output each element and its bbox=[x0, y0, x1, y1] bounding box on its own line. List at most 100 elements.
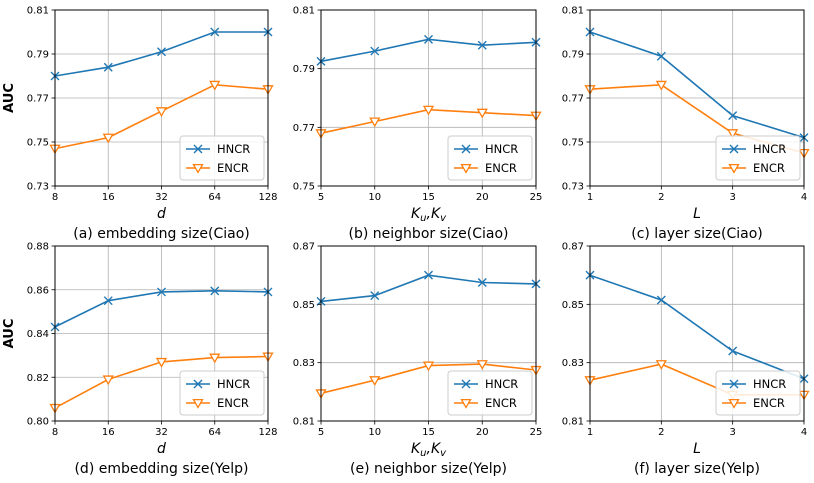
data-point-encr bbox=[369, 376, 381, 386]
y-tick-label: 0.77 bbox=[27, 94, 49, 105]
legend-marker-hncr bbox=[729, 144, 739, 154]
chart-caption: (b) neighbor size(Ciao) bbox=[349, 226, 509, 242]
y-tick-label: 0.85 bbox=[562, 300, 584, 311]
legend-label-hncr: HNCR bbox=[753, 142, 786, 156]
x-tick-label: 128 bbox=[258, 192, 277, 203]
legend-marker-encr bbox=[460, 398, 472, 409]
x-tick-label: 16 bbox=[102, 192, 115, 203]
data-point-encr bbox=[155, 107, 168, 118]
legend-label-hncr: HNCR bbox=[217, 377, 250, 391]
legend-label-encr: ENCR bbox=[753, 396, 785, 410]
data-point-hncr bbox=[370, 291, 380, 301]
x-tick-label: 25 bbox=[530, 192, 543, 203]
data-point-encr bbox=[155, 357, 168, 368]
y-tick-label: 0.84 bbox=[27, 329, 49, 340]
y-tick-label: 0.86 bbox=[27, 285, 49, 296]
legend-label-hncr: HNCR bbox=[485, 142, 518, 156]
legend-label-hncr: HNCR bbox=[217, 142, 250, 156]
y-tick-label: 0.80 bbox=[27, 417, 49, 428]
x-axis-label: Ku,Kv bbox=[411, 441, 447, 459]
x-tick-label: 5 bbox=[318, 427, 324, 438]
x-tick-label: 15 bbox=[422, 427, 435, 438]
chart-panel-3: 1 2 3 4 0.73 0.75 0.77 0.79 0.81 L (c) layer size(… bbox=[562, 6, 810, 242]
legend-marker-encr bbox=[192, 163, 204, 174]
legend: HNCR ENCR bbox=[179, 135, 265, 181]
chart-caption: (c) layer size(Ciao) bbox=[631, 226, 763, 242]
legend-label-hncr: HNCR bbox=[485, 377, 518, 391]
legend-box bbox=[715, 370, 801, 416]
legend-marker-hncr bbox=[461, 144, 471, 154]
x-tick-label: 3 bbox=[729, 192, 735, 203]
data-point-hncr bbox=[477, 277, 487, 287]
x-tick-label: 1 bbox=[587, 192, 593, 203]
y-tick-label: 0.79 bbox=[293, 64, 315, 75]
x-tick-label: 64 bbox=[208, 427, 221, 438]
x-axis-label: L bbox=[693, 206, 701, 222]
x-tick-label: 2 bbox=[658, 427, 664, 438]
data-point-hncr bbox=[157, 47, 166, 57]
y-tick-label: 0.87 bbox=[562, 242, 584, 253]
x-axis-label: Ku,Kv bbox=[411, 206, 447, 224]
x-tick-label: 25 bbox=[530, 427, 543, 438]
series-line-hncr bbox=[589, 274, 805, 380]
data-point-encr bbox=[422, 105, 435, 116]
y-tick-label: 0.75 bbox=[293, 182, 315, 193]
y-tick-label: 0.81 bbox=[562, 6, 584, 17]
y-tick-label: 0.87 bbox=[293, 242, 315, 253]
y-tick-label: 0.83 bbox=[562, 358, 584, 369]
legend-marker-hncr bbox=[193, 144, 203, 154]
y-tick-label: 0.81 bbox=[27, 6, 49, 17]
chart-panel-5: 5 10 15 20 25 0.81 0.83 0.85 0.87 Ku,Kv (e) neighb… bbox=[293, 242, 543, 478]
x-tick-label: 20 bbox=[476, 192, 489, 203]
data-point-encr bbox=[422, 361, 435, 372]
y-axis-label: AUC bbox=[2, 83, 17, 113]
y-tick-label: 0.83 bbox=[293, 358, 315, 369]
y-tick-label: 0.73 bbox=[27, 182, 49, 193]
data-point-hncr bbox=[656, 295, 666, 305]
data-point-hncr bbox=[103, 62, 113, 72]
x-axis-label: d bbox=[157, 441, 166, 457]
x-tick-label: 16 bbox=[102, 427, 115, 438]
x-tick-label: 4 bbox=[801, 427, 807, 438]
chart-caption: (e) neighbor size(Yelp) bbox=[350, 461, 507, 477]
y-tick-label: 0.77 bbox=[293, 123, 315, 134]
data-point-hncr bbox=[157, 287, 166, 297]
data-point-hncr bbox=[210, 286, 220, 296]
y-tick-label: 0.77 bbox=[562, 94, 584, 105]
x-tick-label: 2 bbox=[658, 192, 664, 203]
chart-panel-6: 1 2 3 4 0.81 0.83 0.85 0.87 L (f) layer size(Yelp… bbox=[562, 242, 810, 477]
x-tick-label: 128 bbox=[258, 427, 277, 438]
data-point-encr bbox=[209, 353, 221, 364]
data-point-encr bbox=[476, 360, 488, 370]
data-point-encr bbox=[369, 117, 381, 128]
legend-label-encr: ENCR bbox=[485, 396, 517, 410]
legend-marker-hncr bbox=[729, 379, 739, 389]
legend-marker-encr bbox=[728, 398, 740, 409]
legend: HNCR ENCR bbox=[715, 135, 801, 181]
x-tick-label: 64 bbox=[208, 192, 221, 203]
x-tick-label: 5 bbox=[318, 192, 324, 203]
legend-label-encr: ENCR bbox=[217, 396, 249, 410]
legend-label-encr: ENCR bbox=[217, 161, 249, 175]
x-tick-label: 8 bbox=[52, 192, 58, 203]
legend-marker-encr bbox=[192, 398, 204, 409]
chart-caption: (a) embedding size(Ciao) bbox=[73, 226, 249, 242]
legend-marker-encr bbox=[728, 163, 740, 174]
legend-box bbox=[179, 135, 265, 181]
x-axis-label: L bbox=[693, 441, 701, 457]
data-point-encr bbox=[102, 133, 114, 144]
legend-box bbox=[447, 370, 533, 416]
legend-marker-encr bbox=[460, 163, 472, 174]
legend-box bbox=[447, 135, 533, 181]
data-point-encr bbox=[655, 360, 667, 370]
legend: HNCR ENCR bbox=[447, 370, 533, 416]
x-tick-label: 3 bbox=[729, 427, 735, 438]
x-tick-label: 15 bbox=[422, 192, 435, 203]
y-tick-label: 0.88 bbox=[27, 242, 49, 253]
chart-caption: (d) embedding size(Yelp) bbox=[74, 461, 248, 477]
legend: HNCR ENCR bbox=[715, 370, 801, 416]
legend-marker-hncr bbox=[193, 379, 203, 389]
data-point-hncr bbox=[370, 46, 380, 56]
legend: HNCR ENCR bbox=[179, 370, 265, 416]
